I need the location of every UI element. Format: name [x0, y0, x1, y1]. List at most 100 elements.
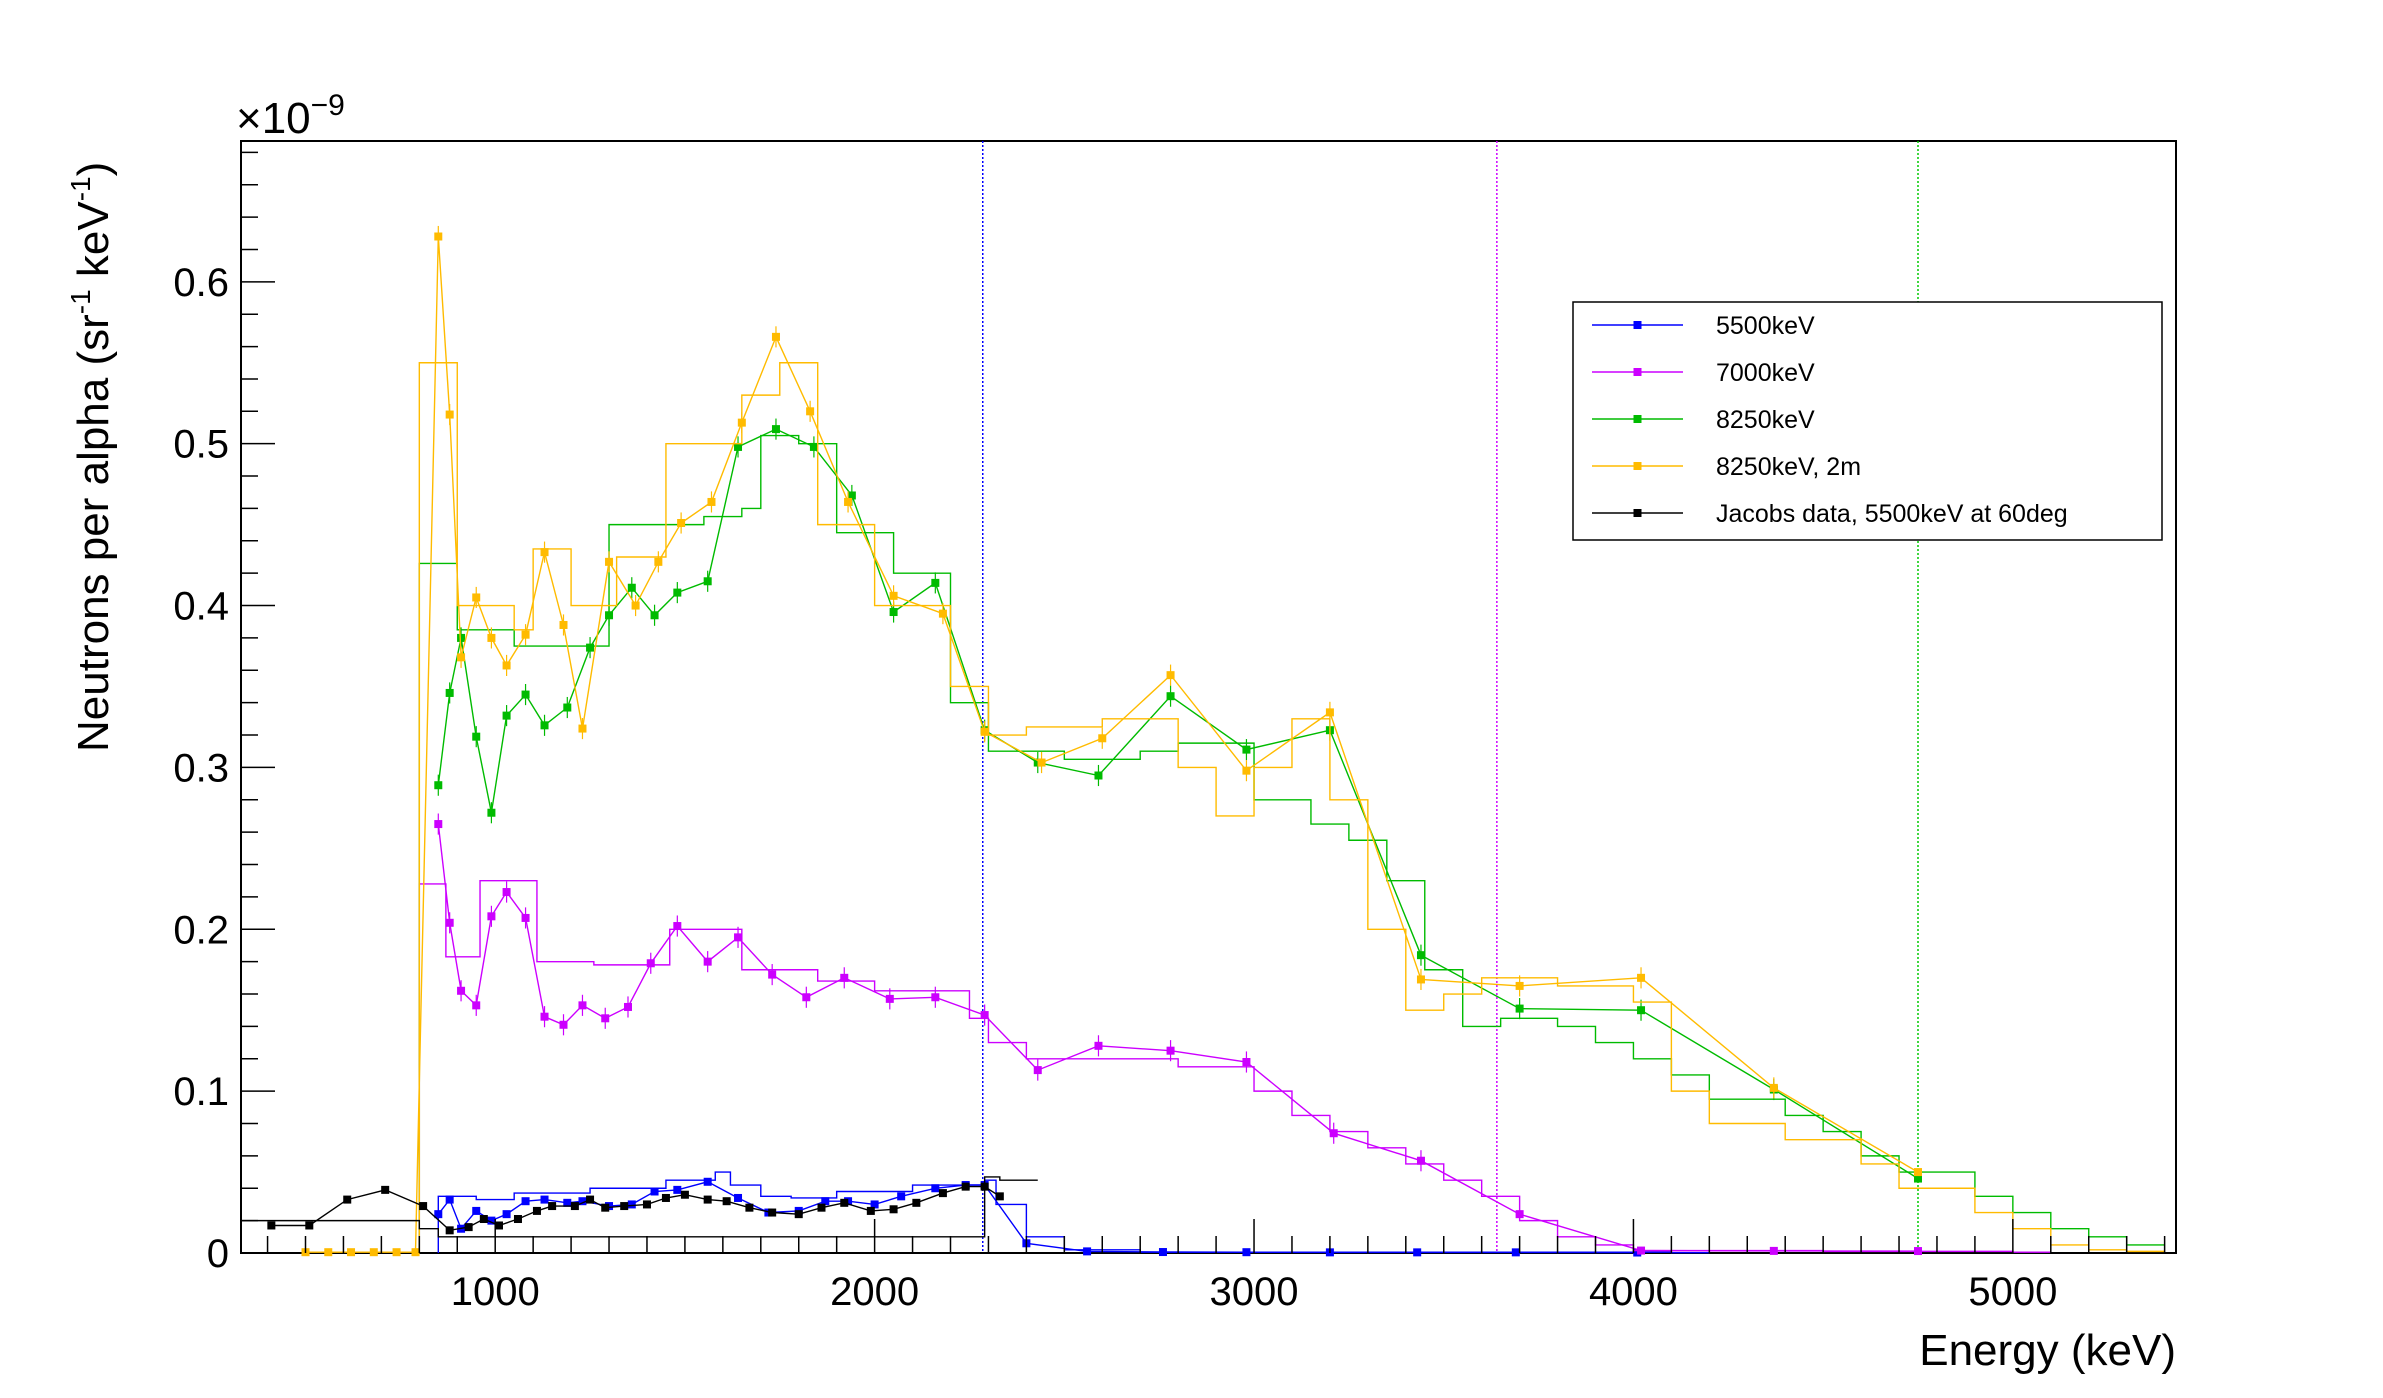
- data-point: [980, 727, 989, 736]
- series-4: [240, 1176, 1038, 1253]
- data-point: [1413, 1248, 1422, 1257]
- data-point: [961, 1182, 970, 1191]
- data-point: [866, 1206, 875, 1215]
- data-point: [885, 994, 894, 1003]
- data-point: [768, 1208, 777, 1217]
- data-point: [802, 993, 811, 1002]
- data-point: [627, 583, 636, 592]
- data-point: [840, 973, 849, 982]
- data-point: [1914, 1168, 1922, 1177]
- data-point: [434, 781, 443, 790]
- data-point: [521, 630, 530, 639]
- x-tick-label: 1000: [451, 1270, 540, 1314]
- data-point: [1637, 1006, 1646, 1015]
- legend-box: [1572, 301, 2163, 541]
- y-multiplier-exp: −9: [311, 89, 345, 122]
- data-point: [487, 633, 496, 642]
- legend-entry-label: 5500keV: [1716, 312, 1815, 340]
- y-tick-label: 0.3: [173, 746, 229, 790]
- data-point: [540, 721, 549, 730]
- data-point: [631, 601, 640, 610]
- x-tick-label: 4000: [1589, 1270, 1678, 1314]
- data-point: [1098, 734, 1107, 743]
- data-point: [1914, 1247, 1922, 1256]
- data-point: [931, 993, 940, 1002]
- data-point: [586, 1195, 595, 1204]
- data-point: [980, 1182, 989, 1191]
- data-point: [646, 959, 655, 968]
- data-point: [680, 1190, 689, 1199]
- data-point: [563, 1198, 572, 1207]
- data-point: [1242, 1248, 1251, 1257]
- data-point: [578, 724, 587, 733]
- data-point: [472, 1206, 481, 1215]
- data-point: [532, 1206, 541, 1215]
- data-point: [734, 442, 743, 451]
- data-point: [605, 557, 614, 566]
- data-point: [1416, 951, 1425, 960]
- data-point: [513, 1215, 522, 1224]
- y-tick-label: 0.5: [173, 423, 229, 467]
- data-point: [806, 407, 815, 416]
- data-point: [601, 1203, 610, 1212]
- data-point: [745, 1203, 754, 1212]
- data-point: [654, 557, 663, 566]
- y-tick-label: 0: [207, 1232, 229, 1276]
- data-point: [605, 611, 614, 620]
- data-point: [548, 1202, 557, 1211]
- data-point: [343, 1195, 352, 1204]
- series-1: [418, 813, 2051, 1256]
- data-point: [472, 732, 481, 741]
- data-point: [673, 588, 682, 597]
- data-point: [521, 913, 530, 922]
- y-axis: 0 0.1 0.2 0.3 0.4 0.5 0.6: [173, 151, 275, 1276]
- data-point: [1083, 1247, 1092, 1256]
- series-histogram: [418, 362, 2165, 1253]
- data-point: [540, 1195, 549, 1204]
- data-point: [1416, 1156, 1425, 1165]
- data-point: [502, 888, 511, 897]
- data-point: [624, 1002, 632, 1011]
- data-point: [472, 593, 481, 602]
- data-point: [540, 1012, 549, 1021]
- data-point: [809, 442, 818, 451]
- data-point: [642, 1200, 651, 1209]
- series-histogram: [418, 434, 2165, 1253]
- plot-frame: [240, 140, 2177, 1254]
- data-point: [521, 1197, 530, 1206]
- data-point: [650, 611, 659, 620]
- legend-entry-label: Jacobs data, 5500keV at 60deg: [1716, 500, 2068, 528]
- data-point: [487, 912, 496, 921]
- series-line: [437, 824, 1919, 1252]
- data-point: [347, 1248, 356, 1257]
- data-point: [305, 1221, 314, 1230]
- data-point: [673, 922, 682, 931]
- x-axis: 1000 2000 3000 4000 5000: [266, 1219, 2166, 1314]
- data-point: [931, 1184, 940, 1193]
- data-point: [1166, 1046, 1175, 1055]
- data-point: [479, 1215, 488, 1224]
- data-point: [434, 1210, 443, 1219]
- data-point: [445, 918, 454, 927]
- data-point: [771, 332, 780, 341]
- data-point: [1637, 973, 1646, 982]
- data-point: [487, 1216, 496, 1225]
- data-point: [1242, 745, 1251, 754]
- data-point: [703, 1177, 712, 1186]
- data-point: [1037, 758, 1046, 767]
- legend-swatch-marker: [1633, 509, 1642, 517]
- data-point: [889, 1205, 898, 1214]
- legend: 5500keV 7000keV 8250keV 8250keV, 2m Jacobs d…: [1572, 301, 2163, 541]
- data-point: [1325, 708, 1334, 717]
- y-axis-title-main: Neutrons per alpha (sr: [69, 314, 118, 752]
- y-axis-title: Neutrons per alpha (sr-1 keV-1): [65, 162, 118, 752]
- data-point: [559, 1020, 568, 1029]
- data-point: [912, 1198, 921, 1207]
- data-point: [1515, 981, 1524, 990]
- data-point: [434, 820, 443, 829]
- data-point: [703, 577, 712, 586]
- data-point: [703, 1195, 712, 1204]
- data-point: [1515, 1210, 1524, 1219]
